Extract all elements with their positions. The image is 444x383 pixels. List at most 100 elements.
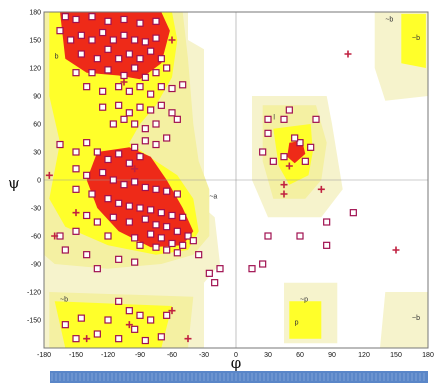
residue-point — [109, 120, 117, 128]
residue-point — [72, 165, 80, 173]
region-label: p — [295, 320, 299, 327]
residue-point — [72, 335, 80, 343]
residue-point — [72, 185, 80, 193]
residue-point — [131, 258, 139, 266]
region-label: l — [273, 114, 275, 121]
residue-point — [179, 241, 187, 249]
residue-point — [93, 148, 101, 156]
residue-point — [72, 227, 80, 235]
residue-point — [157, 333, 165, 341]
residue-point — [99, 168, 107, 177]
residue-point — [157, 55, 165, 63]
glycine-point — [131, 165, 139, 173]
glycine-point — [317, 185, 325, 193]
glycine-point — [168, 307, 176, 315]
residue-point — [56, 140, 64, 149]
residue-point — [131, 178, 139, 186]
residue-point — [173, 190, 181, 198]
y-tick-label: 60 — [33, 122, 41, 129]
x-tick-label: 90 — [328, 352, 336, 359]
residue-point — [109, 176, 117, 184]
residue-point — [125, 202, 133, 210]
residue-point — [216, 265, 224, 273]
residue-point — [104, 155, 112, 164]
residue-point — [157, 101, 165, 109]
residue-point — [141, 215, 149, 223]
residue-point — [72, 15, 80, 24]
residue-point — [120, 31, 128, 39]
glycine-point — [72, 209, 80, 217]
residue-point — [115, 297, 123, 305]
region-labels: b ~b ~b ~b ~b l ~a ~p p — [55, 16, 420, 326]
region-label: ~b — [412, 35, 420, 42]
residue-point — [83, 139, 91, 147]
residue-point — [131, 120, 139, 128]
residue-point — [77, 31, 85, 39]
residue-point — [93, 330, 101, 338]
glycine-point — [120, 78, 128, 86]
x-tick-label: 120 — [358, 352, 370, 359]
residue-point — [323, 218, 331, 226]
residue-point — [163, 187, 171, 195]
residue-point — [147, 316, 155, 324]
residue-point — [120, 71, 128, 80]
residue-point — [72, 69, 80, 77]
x-tick-label: -30 — [199, 352, 209, 359]
residue-point — [104, 66, 112, 74]
residue-point — [104, 232, 112, 240]
residue-point — [312, 115, 320, 123]
glycine-point — [45, 171, 53, 179]
x-axis-label: φ — [231, 354, 242, 372]
residue-point — [88, 69, 96, 77]
residue-point — [77, 50, 85, 58]
residue-point — [56, 27, 64, 35]
residue-point — [152, 69, 160, 77]
residue-point — [115, 199, 123, 207]
residue-point — [115, 335, 123, 343]
residue-point — [147, 106, 155, 114]
residue-point — [179, 213, 187, 221]
residue-point — [125, 109, 133, 117]
glycine-point — [125, 321, 133, 329]
residue-point — [136, 83, 144, 91]
region-label: b — [55, 54, 59, 61]
residue-point — [157, 209, 165, 217]
x-tick-label: 150 — [390, 352, 402, 359]
residue-point — [83, 171, 91, 179]
residue-point — [285, 106, 293, 114]
y-tick-label: 30 — [33, 150, 41, 157]
glycine-point — [83, 335, 91, 343]
residue-point — [104, 45, 112, 53]
residue-point — [83, 83, 91, 91]
residue-point — [141, 125, 149, 133]
residue-point — [152, 120, 160, 128]
y-tick-label: -30 — [31, 206, 41, 213]
residue-point — [131, 325, 139, 333]
residue-point — [120, 15, 128, 24]
bottom-scroll-bar[interactable] — [50, 371, 428, 383]
residue-point — [259, 148, 267, 156]
residue-point — [83, 251, 91, 259]
residue-point — [125, 50, 133, 58]
core-region-beta — [60, 12, 170, 80]
residue-point — [296, 139, 304, 147]
residue-point — [77, 314, 85, 322]
x-tick-label: 180 — [422, 352, 434, 359]
y-tick-label: -120 — [27, 290, 41, 297]
core-region-l — [287, 140, 306, 164]
residue-point — [93, 55, 101, 63]
allowed-region-p — [289, 301, 322, 339]
residue-point — [189, 237, 197, 245]
residue-point — [93, 265, 101, 273]
allowed-regions — [44, 12, 428, 348]
region-label: ~p — [300, 296, 308, 303]
residue-point — [88, 190, 96, 198]
glycine-point — [280, 190, 288, 198]
residue-point — [83, 211, 91, 220]
residue-point — [163, 134, 171, 142]
residue-point — [152, 221, 160, 229]
plot-frame — [43, 11, 429, 349]
x-tick-label: 60 — [296, 352, 304, 359]
residue-point — [104, 195, 112, 203]
